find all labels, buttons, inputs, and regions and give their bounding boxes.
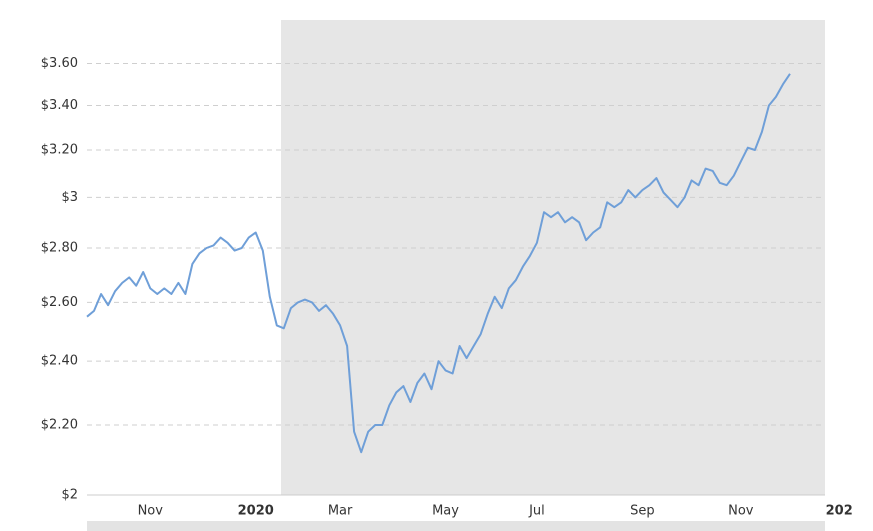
y-tick-label: $3.60: [41, 56, 78, 71]
y-tick-label: $2.20: [41, 418, 78, 433]
x-tick-label: Nov: [728, 504, 754, 519]
y-tick-label: $2: [61, 488, 78, 503]
x-tick-label: Jul: [528, 504, 545, 519]
shaded-region: [281, 20, 825, 495]
x-tick-label: 2020: [238, 504, 274, 519]
y-tick-label: $3: [61, 190, 78, 205]
scrollbar: [87, 521, 825, 531]
y-tick-label: $2.80: [41, 241, 78, 256]
x-tick-label: Nov: [138, 504, 164, 519]
price-line: [86, 73, 791, 454]
x-tick-label: May: [432, 504, 459, 519]
x-tick-label: Sep: [630, 504, 655, 519]
y-tick-label: $3.20: [41, 142, 78, 157]
x-tick-label: Mar: [328, 504, 353, 519]
y-tick-label: $2.60: [41, 295, 78, 310]
y-tick-label: $3.40: [41, 98, 78, 113]
x-tick-label: 202: [826, 504, 853, 519]
y-tick-label: $2.40: [41, 354, 78, 369]
